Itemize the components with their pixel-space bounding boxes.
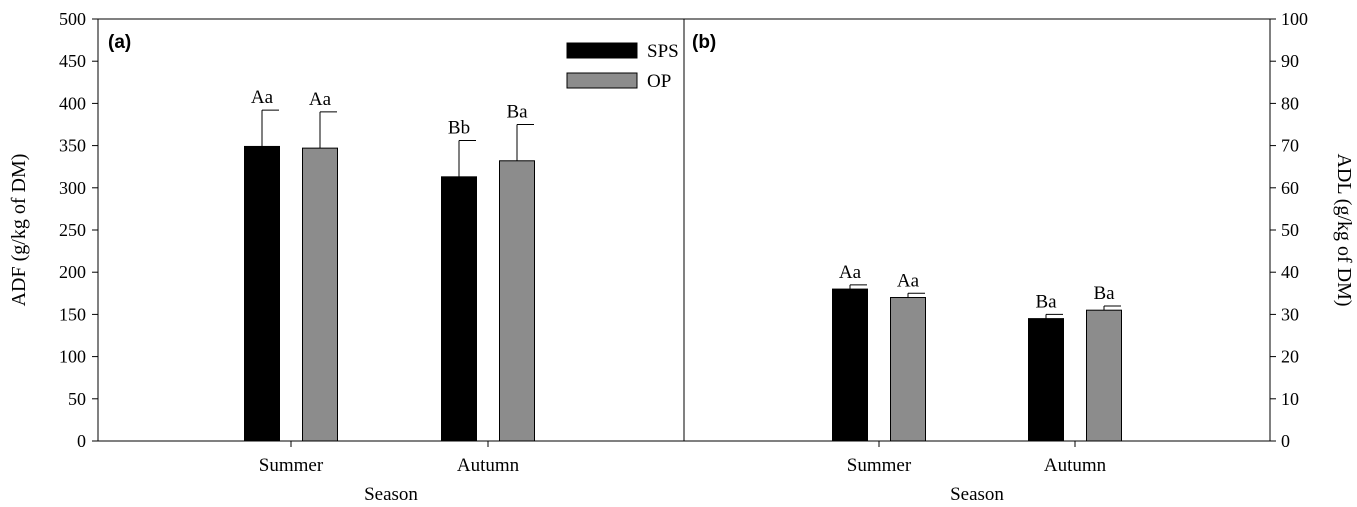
y-tick-label: 50 bbox=[68, 389, 86, 409]
y-tick-label: 400 bbox=[59, 93, 86, 113]
y-tick-label: 100 bbox=[1281, 9, 1308, 29]
significance-label: Ba bbox=[1035, 291, 1057, 312]
y-tick-label: 10 bbox=[1281, 389, 1299, 409]
bar bbox=[500, 161, 535, 441]
y-tick-label: 250 bbox=[59, 220, 86, 240]
y-axis-label: ADL (g/kg of DM) bbox=[1333, 153, 1355, 306]
x-tick-label: Autumn bbox=[457, 455, 520, 476]
bar bbox=[442, 177, 477, 441]
significance-label: Ba bbox=[506, 102, 528, 123]
y-tick-label: 200 bbox=[59, 262, 86, 282]
y-tick-label: 80 bbox=[1281, 93, 1299, 113]
bar bbox=[891, 298, 926, 441]
x-tick-label: Autumn bbox=[1044, 455, 1107, 476]
bar bbox=[1029, 319, 1064, 441]
panel-label: (b) bbox=[692, 32, 716, 53]
significance-label: Bb bbox=[448, 118, 470, 139]
y-tick-label: 70 bbox=[1281, 136, 1299, 156]
legend-swatch bbox=[567, 43, 637, 58]
legend-swatch bbox=[567, 73, 637, 88]
y-tick-label: 500 bbox=[59, 9, 86, 29]
y-tick-label: 150 bbox=[59, 304, 86, 324]
bar bbox=[1087, 310, 1122, 441]
y-tick-label: 450 bbox=[59, 51, 86, 71]
bar bbox=[245, 146, 280, 441]
y-tick-label: 60 bbox=[1281, 178, 1299, 198]
x-axis-label: Season bbox=[364, 484, 418, 505]
y-tick-label: 0 bbox=[77, 431, 86, 451]
legend-label: SPS bbox=[647, 41, 679, 62]
x-tick-label: Summer bbox=[259, 455, 324, 476]
y-tick-label: 300 bbox=[59, 178, 86, 198]
significance-label: Aa bbox=[309, 89, 332, 110]
panel-label: (a) bbox=[108, 32, 131, 53]
y-tick-label: 50 bbox=[1281, 220, 1299, 240]
bar bbox=[303, 148, 338, 441]
y-tick-label: 100 bbox=[59, 347, 86, 367]
y-tick-label: 350 bbox=[59, 136, 86, 156]
significance-label: Ba bbox=[1093, 283, 1115, 304]
x-tick-label: Summer bbox=[847, 455, 912, 476]
y-axis-label: ADF (g/kg of DM) bbox=[8, 154, 30, 307]
y-tick-label: 30 bbox=[1281, 304, 1299, 324]
significance-label: Aa bbox=[251, 87, 274, 108]
y-tick-label: 90 bbox=[1281, 51, 1299, 71]
y-tick-label: 40 bbox=[1281, 262, 1299, 282]
significance-label: Aa bbox=[839, 262, 862, 283]
y-tick-label: 20 bbox=[1281, 347, 1299, 367]
x-axis-label: Season bbox=[950, 484, 1004, 505]
y-tick-label: 0 bbox=[1281, 431, 1290, 451]
significance-label: Aa bbox=[897, 270, 920, 291]
bar bbox=[833, 289, 868, 441]
legend-label: OP bbox=[647, 71, 671, 92]
